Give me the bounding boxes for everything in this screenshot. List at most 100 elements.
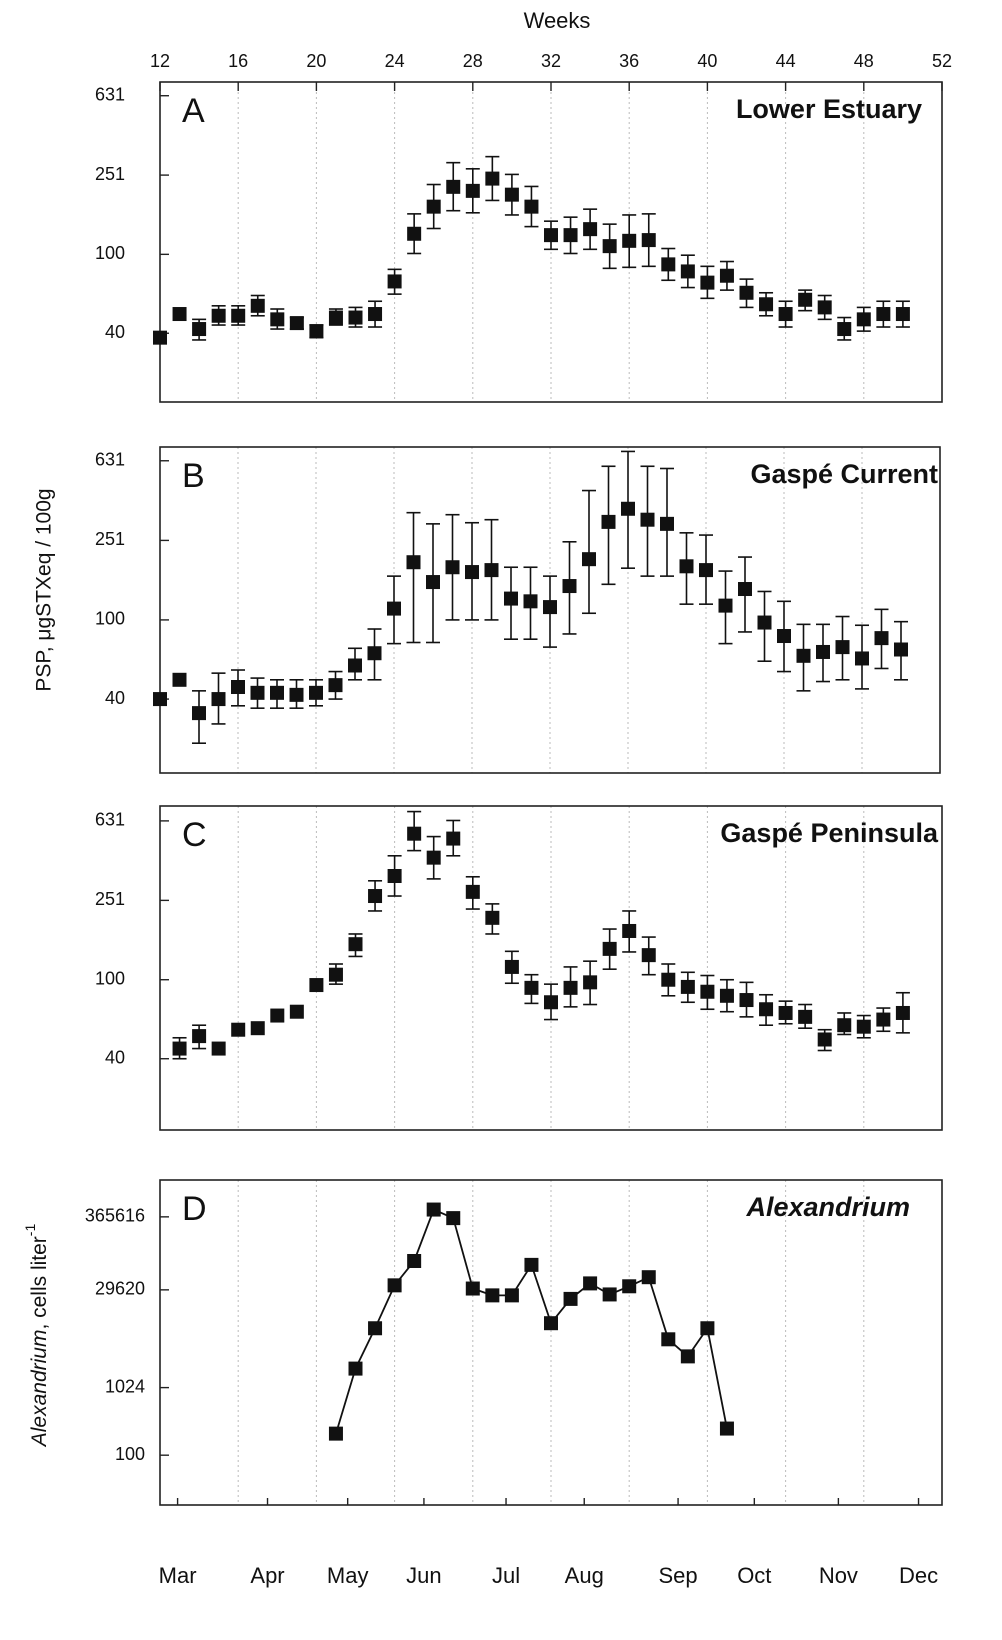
- marker: [562, 579, 577, 594]
- marker: [192, 322, 207, 337]
- marker: [172, 672, 187, 687]
- x-axis-title: Weeks: [524, 8, 591, 33]
- marker: [894, 642, 908, 657]
- panel-title: Gaspé Peninsula: [720, 818, 939, 848]
- marker: [524, 980, 539, 995]
- month-label: Aug: [565, 1563, 604, 1588]
- marker: [778, 1005, 793, 1020]
- marker: [680, 264, 695, 279]
- x-tick-label: 36: [619, 51, 639, 71]
- y-tick-label: 100: [115, 1444, 145, 1464]
- month-label: Jun: [406, 1563, 441, 1588]
- marker: [835, 640, 850, 655]
- marker: [661, 972, 676, 987]
- marker: [680, 1349, 695, 1364]
- marker: [679, 559, 694, 574]
- y-tick-label: 251: [95, 889, 125, 909]
- marker: [738, 582, 752, 597]
- x-tick-label: 44: [776, 51, 796, 71]
- month-label: Oct: [737, 1563, 771, 1588]
- marker: [387, 1278, 402, 1293]
- marker: [504, 591, 518, 606]
- marker: [426, 575, 440, 590]
- panel-letter: C: [182, 816, 207, 854]
- marker: [446, 1211, 461, 1226]
- marker: [465, 1281, 480, 1296]
- marker: [817, 300, 832, 315]
- marker: [661, 1332, 676, 1347]
- panel: 40 100 251 631 C Gaspé Peninsula: [95, 805, 943, 1131]
- marker: [895, 307, 910, 322]
- marker: [816, 644, 830, 659]
- marker: [641, 1270, 656, 1285]
- month-label: Dec: [899, 1563, 938, 1588]
- y-axis-title-sup: -1: [22, 1224, 38, 1237]
- marker: [426, 199, 441, 214]
- marker: [837, 322, 852, 337]
- marker: [544, 995, 558, 1010]
- marker: [700, 1321, 715, 1336]
- marker: [211, 1041, 226, 1056]
- month-label: May: [327, 1563, 369, 1588]
- marker: [368, 307, 383, 322]
- marker: [583, 1276, 598, 1291]
- marker: [895, 1005, 910, 1020]
- marker: [328, 967, 343, 982]
- marker: [661, 257, 676, 272]
- marker: [739, 993, 754, 1008]
- marker: [348, 937, 363, 952]
- y-tick-label: 251: [95, 164, 125, 184]
- panel: 100 1024 29620 365616 Mar Apr May Jun Jul Aug Sep O…: [22, 1179, 943, 1588]
- panel: 40 100 251 631 12 16 20 24 28 32 36 40 44 48 52 Weeks A L…: [95, 8, 952, 403]
- marker: [446, 179, 461, 194]
- y-tick-label: 100: [95, 609, 125, 629]
- marker: [153, 330, 167, 345]
- marker: [660, 516, 674, 531]
- marker: [700, 984, 715, 999]
- marker: [348, 658, 362, 673]
- panel-title: Gaspé Current: [750, 459, 938, 489]
- y-tick-label: 40: [105, 688, 125, 708]
- marker: [583, 222, 598, 237]
- marker: [465, 884, 480, 899]
- month-label: Jul: [492, 1563, 520, 1588]
- marker: [211, 692, 226, 707]
- marker: [817, 1032, 832, 1047]
- marker: [641, 233, 656, 248]
- error-bar: [582, 489, 596, 615]
- marker: [524, 1257, 539, 1272]
- marker: [192, 1029, 207, 1044]
- marker: [523, 594, 538, 609]
- marker: [778, 307, 793, 322]
- plot-frame: [159, 1179, 943, 1506]
- marker: [328, 310, 343, 325]
- marker: [602, 941, 617, 956]
- y-axis-title-text: , cells liter: [28, 1236, 51, 1329]
- marker: [445, 560, 460, 575]
- month-label: Nov: [819, 1563, 858, 1588]
- marker: [368, 889, 383, 904]
- x-tick-label: 12: [150, 51, 170, 71]
- panel-letter: A: [182, 92, 205, 130]
- marker: [602, 1287, 617, 1302]
- marker: [622, 233, 637, 248]
- marker: [544, 1316, 558, 1331]
- marker: [622, 923, 637, 938]
- y-axis-title: PSP, μgSTXeq / 100g: [33, 488, 56, 691]
- marker: [387, 274, 402, 289]
- marker: [602, 239, 617, 254]
- marker: [757, 615, 772, 630]
- marker: [426, 850, 441, 865]
- marker: [289, 316, 304, 331]
- marker: [641, 948, 656, 963]
- marker: [289, 687, 304, 702]
- marker: [387, 869, 402, 884]
- marker: [856, 1019, 871, 1034]
- y-tick-label: 251: [95, 529, 125, 549]
- marker: [172, 307, 187, 322]
- marker: [622, 1279, 637, 1294]
- marker: [524, 199, 539, 214]
- marker: [504, 959, 519, 974]
- y-tick-label: 631: [95, 84, 125, 104]
